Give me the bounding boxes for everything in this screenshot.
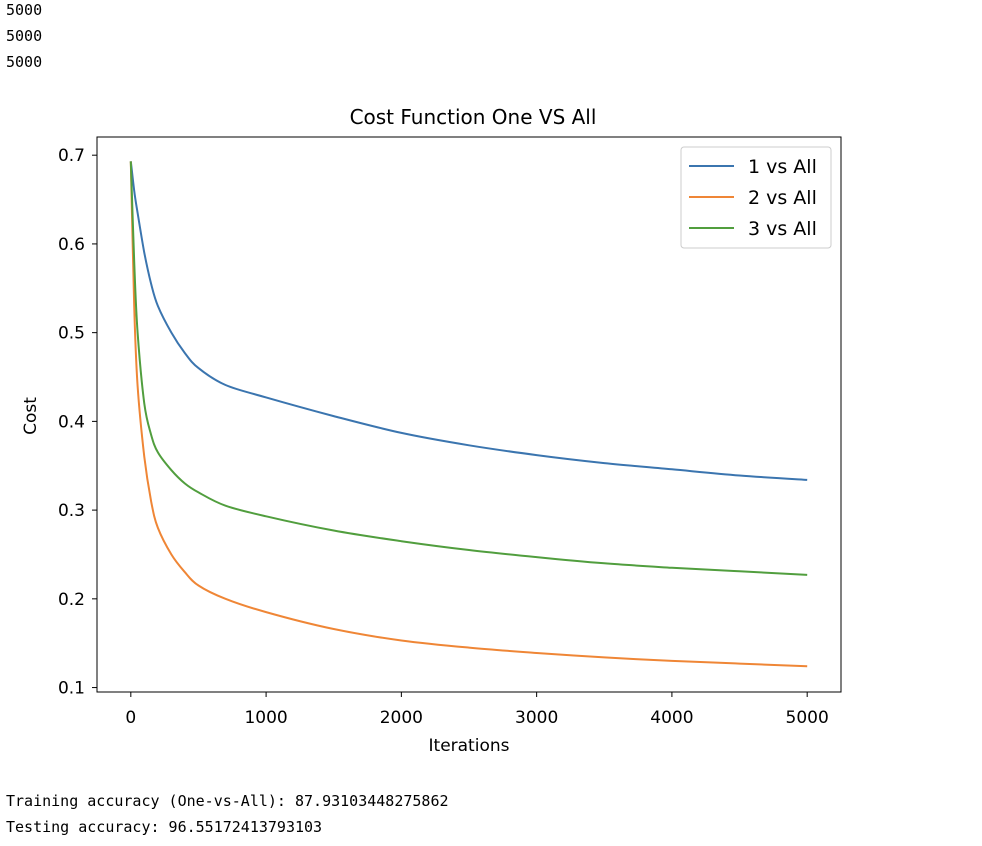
y-tick-label: 0.7 (58, 146, 85, 166)
x-tick-label: 1000 (244, 708, 287, 728)
x-axis-label: Iterations (429, 736, 510, 756)
output-top-line-2: 5000 (6, 27, 43, 45)
cost-chart: Cost Function One VS All Iterations Cost… (21, 105, 842, 756)
x-tick-label: 2000 (380, 708, 423, 728)
legend-label-1: 1 vs All (748, 156, 817, 178)
x-tick-label: 0 (125, 708, 136, 728)
series-layer (129, 161, 808, 668)
legend-label-3: 3 vs All (748, 218, 817, 240)
y-tick-label: 0.5 (58, 324, 85, 344)
y-tick-label: 0.2 (58, 590, 85, 610)
series-line-1 (129, 161, 808, 481)
chart-title: Cost Function One VS All (350, 105, 597, 129)
series-line-2 (129, 161, 808, 668)
ticks-layer: 0 1000 2000 3000 4000 5000 0.1 0.2 0.3 0.4 0.5 0.6 0… (58, 146, 829, 728)
legend: 1 vs All 2 vs All 3 vs All (680, 146, 832, 249)
plot-frame (96, 136, 842, 693)
x-tick-label: 5000 (786, 708, 829, 728)
y-tick-label: 0.6 (58, 235, 85, 255)
testing-accuracy-text: Testing accuracy: 96.55172413793103 (6, 818, 323, 836)
training-accuracy-text: Training accuracy (One-vs-All): 87.93103… (6, 792, 449, 810)
legend-box (680, 146, 832, 249)
y-tick-label: 0.1 (58, 679, 85, 699)
series-line-3 (129, 161, 808, 576)
y-tick-label: 0.3 (58, 501, 85, 521)
x-tick-label: 3000 (515, 708, 558, 728)
output-top-line-1: 5000 (6, 1, 43, 19)
legend-label-2: 2 vs All (748, 187, 817, 209)
output-top-line-3: 5000 (6, 53, 43, 71)
y-tick-label: 0.4 (58, 412, 85, 432)
y-axis-label: Cost (21, 397, 41, 435)
x-tick-label: 4000 (650, 708, 693, 728)
